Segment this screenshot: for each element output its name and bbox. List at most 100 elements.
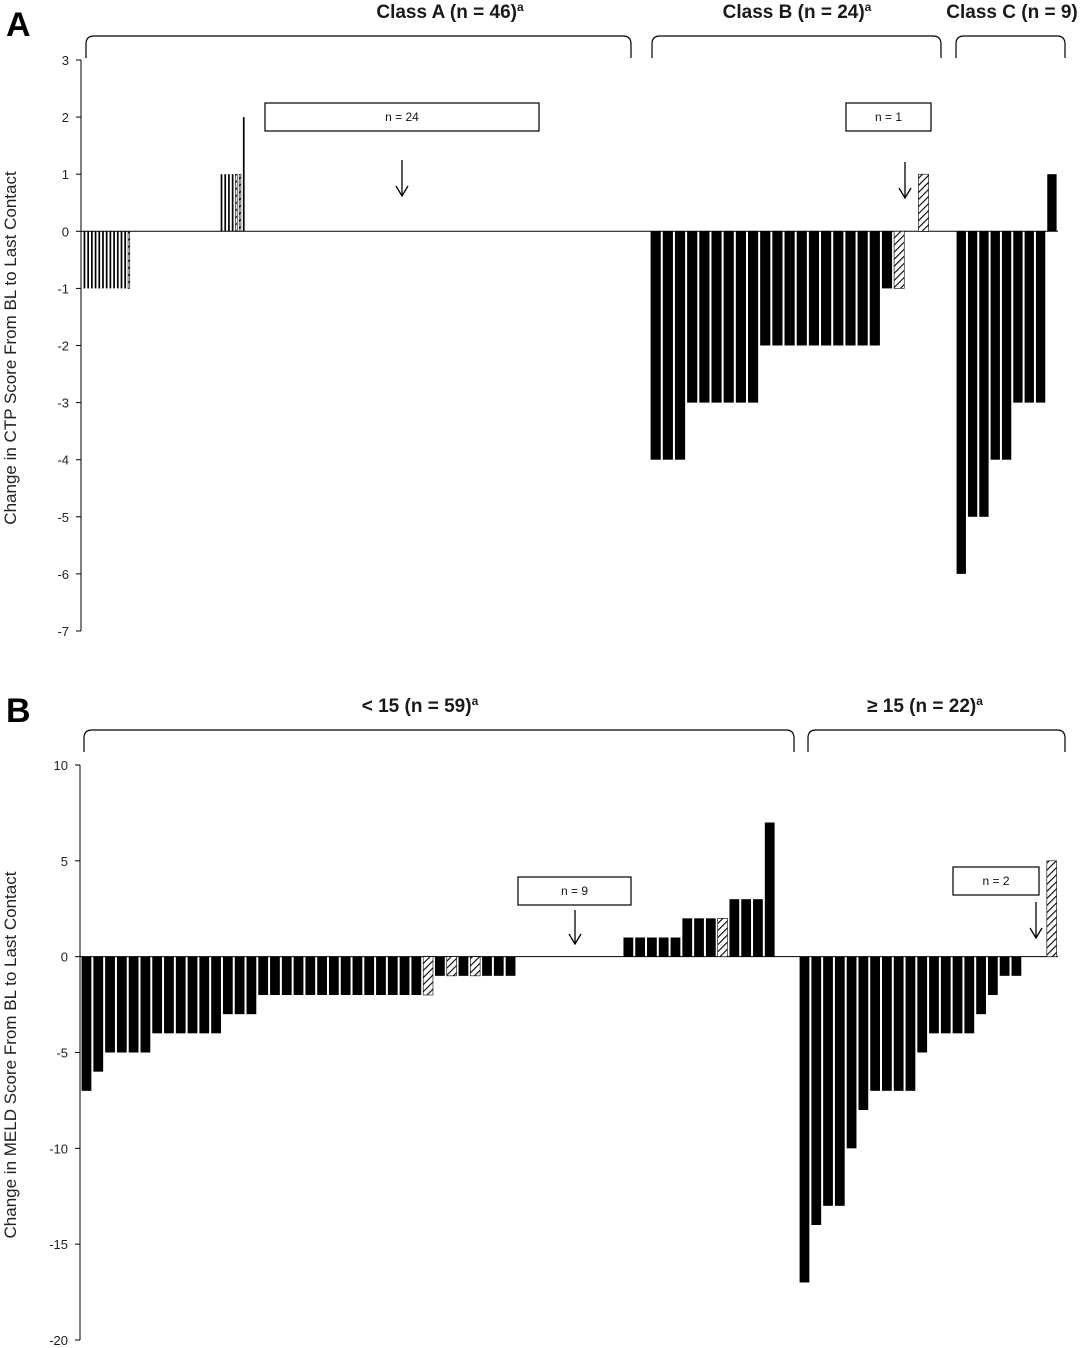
bar	[505, 956, 516, 976]
group-label: Class A (n = 46)a	[376, 0, 524, 23]
bar	[113, 231, 115, 289]
y-tick-label: -20	[49, 1333, 68, 1348]
y-tick-label: -3	[57, 396, 69, 411]
bar	[956, 231, 966, 574]
bar-hatched	[1046, 860, 1057, 957]
y-tick-label: -1	[57, 281, 69, 296]
bar	[881, 231, 893, 289]
bar	[387, 956, 398, 995]
y-tick-label: 5	[61, 854, 68, 869]
panel-b-bars	[81, 822, 1057, 1283]
bar	[228, 174, 230, 232]
bar	[175, 956, 186, 1034]
bar	[799, 956, 810, 1283]
bar	[91, 231, 93, 289]
note-box	[952, 866, 1040, 896]
bar	[870, 956, 881, 1091]
bar	[772, 231, 783, 346]
bar	[723, 231, 734, 403]
bar	[967, 231, 978, 517]
note-box	[845, 102, 932, 132]
bar	[140, 956, 151, 1053]
bar	[635, 937, 646, 957]
bar	[650, 231, 661, 460]
group-bracket	[651, 35, 942, 58]
bar	[328, 956, 339, 995]
bar	[493, 956, 504, 976]
note-label: n = 1	[875, 110, 902, 124]
bar	[1024, 231, 1034, 403]
bar	[1035, 231, 1046, 403]
bar	[929, 956, 939, 1034]
panel-a-group-labels: Class A (n = 46)a Class B (n = 24)a Class …	[85, 0, 1078, 58]
bar	[434, 956, 445, 976]
group-label: < 15 (n = 59)a	[362, 694, 479, 717]
bar	[917, 956, 928, 1053]
bar	[281, 956, 292, 995]
panel-b-letter: B	[6, 692, 31, 730]
group-label-superscript: a	[472, 694, 479, 708]
bar	[87, 231, 90, 289]
bar	[105, 956, 115, 1053]
bar	[224, 174, 227, 232]
bar-hatched	[918, 173, 929, 232]
bar	[116, 231, 119, 289]
bar	[199, 956, 210, 1034]
bar	[784, 231, 795, 346]
bar-hatched	[446, 956, 457, 977]
bar	[231, 174, 234, 232]
group-label: Class C (n = 9)	[946, 2, 1077, 23]
bar	[952, 956, 963, 1034]
bar	[735, 231, 746, 403]
bar	[811, 956, 822, 1225]
bar	[764, 822, 775, 957]
y-tick-label: -5	[56, 1046, 68, 1061]
bar	[1001, 231, 1012, 460]
bar-hatched	[235, 173, 238, 232]
bar	[729, 899, 740, 957]
y-tick-label: 0	[62, 224, 69, 239]
bar	[242, 117, 245, 232]
bar	[670, 937, 681, 957]
panel-a-bars	[83, 117, 1057, 574]
bar	[705, 918, 716, 957]
bar	[482, 956, 492, 976]
bar	[905, 956, 916, 1091]
group-bracket	[83, 729, 795, 752]
down-arrow-head-icon	[395, 185, 409, 198]
bar	[823, 956, 833, 1206]
bar	[109, 231, 112, 289]
note-label: n = 24	[385, 110, 419, 124]
bar	[187, 956, 198, 1034]
bar	[211, 956, 221, 1034]
bar	[858, 956, 869, 1110]
bar	[116, 956, 127, 1053]
panel-a: A Change in CTP Score From BL to Last Co…	[1, 0, 1078, 639]
panel-b-group-labels: < 15 (n = 59)a ≥ 15 (n = 22)a	[83, 694, 1066, 752]
bar	[1047, 174, 1057, 232]
bar	[1011, 956, 1022, 976]
bar	[999, 956, 1010, 976]
bar	[893, 956, 904, 1091]
group-label-superscript: a	[865, 0, 872, 14]
bar	[964, 956, 975, 1034]
bar	[246, 956, 257, 1015]
bar	[164, 956, 174, 1034]
bar	[83, 231, 86, 289]
group-label-superscript: a	[976, 694, 983, 708]
bar	[857, 231, 868, 346]
bar	[694, 918, 704, 957]
bar	[753, 899, 763, 957]
bar	[458, 956, 469, 976]
bar	[846, 956, 857, 1149]
y-tick-label: 10	[54, 758, 68, 773]
bar	[258, 956, 269, 995]
group-label: Class B (n = 24)a	[723, 0, 872, 23]
panel-a-y-axis: 3 2 1 0 -1 -2 -3 -4 -5 -6 -7	[57, 53, 1058, 639]
y-tick-label: 0	[61, 950, 68, 965]
bar	[796, 231, 807, 346]
y-tick-label: -2	[57, 339, 69, 354]
bar	[364, 956, 375, 995]
note-box	[517, 876, 632, 906]
